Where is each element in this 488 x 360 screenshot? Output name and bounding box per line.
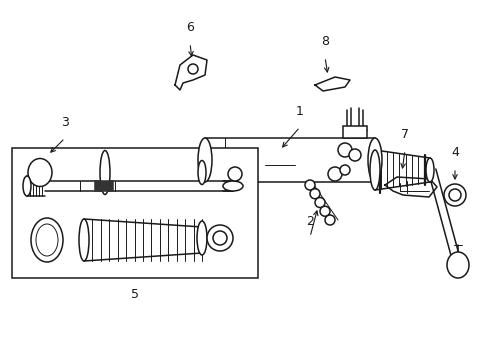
Text: 6: 6	[185, 21, 194, 34]
Ellipse shape	[28, 158, 52, 186]
Bar	[12, 148, 258, 278]
Circle shape	[309, 189, 319, 199]
Circle shape	[448, 189, 460, 201]
Bar	[95, 181, 113, 191]
Ellipse shape	[36, 224, 58, 256]
Ellipse shape	[198, 161, 205, 185]
Ellipse shape	[446, 252, 468, 278]
Text: 7: 7	[400, 128, 408, 141]
Circle shape	[443, 184, 465, 206]
Ellipse shape	[197, 221, 206, 255]
Ellipse shape	[367, 138, 381, 182]
Circle shape	[339, 165, 349, 175]
Ellipse shape	[100, 150, 110, 194]
Text: 3: 3	[61, 116, 69, 129]
Text: 2: 2	[305, 215, 313, 228]
Circle shape	[337, 143, 351, 157]
Text: 8: 8	[320, 35, 328, 48]
Circle shape	[213, 231, 226, 245]
Ellipse shape	[223, 181, 243, 191]
Circle shape	[348, 149, 360, 161]
Ellipse shape	[31, 218, 63, 262]
Ellipse shape	[23, 176, 31, 196]
Ellipse shape	[425, 158, 433, 182]
Ellipse shape	[79, 219, 89, 261]
Circle shape	[327, 167, 341, 181]
Text: 5: 5	[131, 288, 139, 301]
Ellipse shape	[369, 150, 379, 190]
Circle shape	[187, 64, 198, 74]
Circle shape	[227, 167, 242, 181]
Circle shape	[319, 206, 329, 216]
Circle shape	[325, 215, 334, 225]
Text: 4: 4	[450, 146, 458, 159]
Circle shape	[206, 225, 232, 251]
Circle shape	[314, 198, 325, 207]
Circle shape	[305, 180, 314, 190]
Bar	[342, 126, 366, 138]
Text: 1: 1	[295, 105, 304, 118]
Ellipse shape	[198, 138, 212, 182]
